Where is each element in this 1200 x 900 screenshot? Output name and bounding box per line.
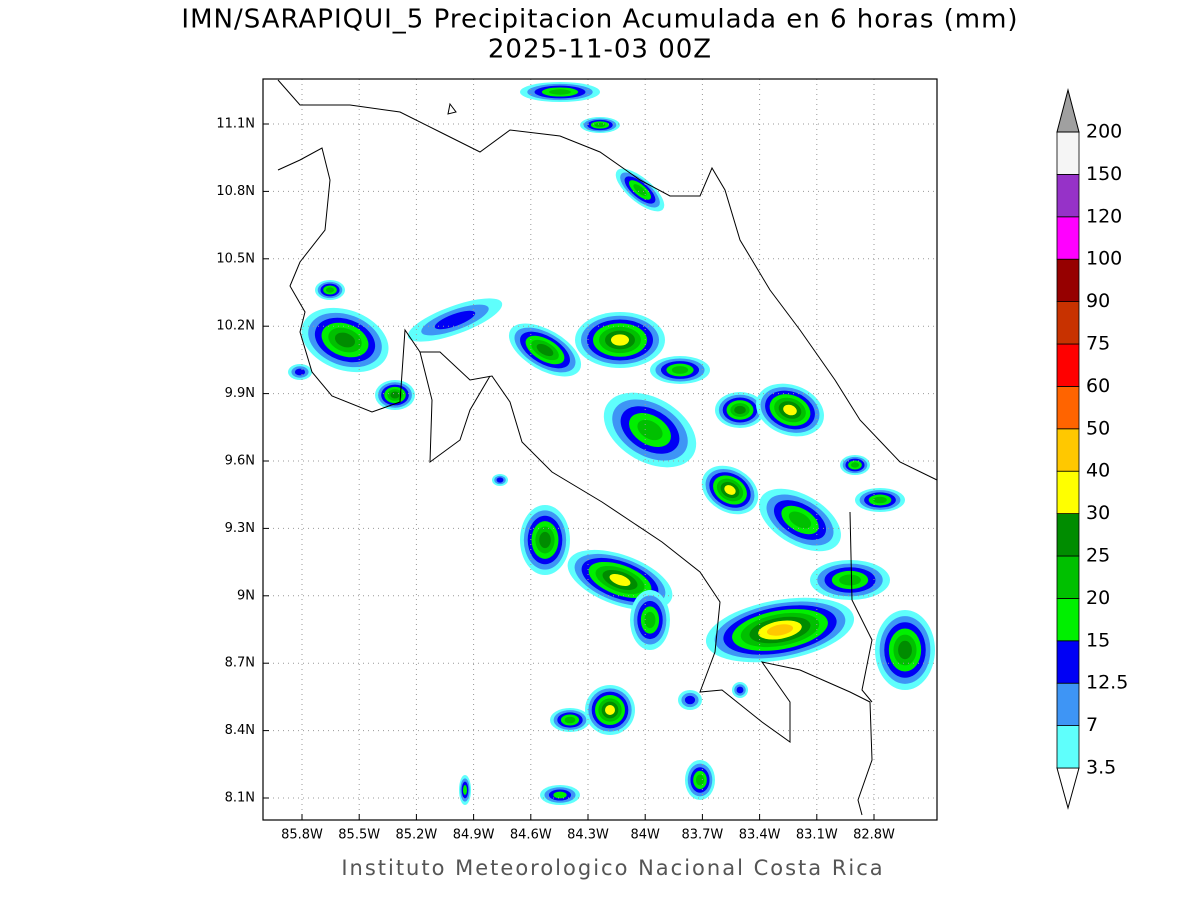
colorbar-label: 12.5 bbox=[1086, 672, 1128, 694]
rain-contour bbox=[605, 705, 615, 715]
y-tick-label: 10.5N bbox=[216, 251, 255, 266]
rain-contour bbox=[633, 184, 647, 196]
rain-contour bbox=[644, 611, 656, 629]
rain-contour bbox=[325, 287, 335, 293]
x-tick-label: 85.2W bbox=[395, 828, 437, 843]
rain-contour bbox=[873, 496, 887, 504]
x-tick-label: 83.7W bbox=[681, 828, 723, 843]
y-tick-label: 9.9N bbox=[225, 386, 255, 401]
colorbar-label: 3.5 bbox=[1086, 757, 1116, 779]
colorbar-box bbox=[1056, 555, 1080, 599]
x-tick-label: 84.6W bbox=[510, 828, 552, 843]
colorbar-box bbox=[1056, 301, 1080, 345]
rain-contour bbox=[839, 574, 861, 586]
rain-contour bbox=[850, 462, 860, 468]
y-tick-label: 10.2N bbox=[216, 319, 255, 334]
coastlines bbox=[277, 79, 938, 816]
x-tick-label: 82.8W bbox=[853, 828, 895, 843]
rain-contour bbox=[390, 391, 400, 399]
rain-contour bbox=[611, 334, 629, 346]
colorbar-box bbox=[1056, 470, 1080, 515]
colorbar-box bbox=[1056, 258, 1080, 303]
colorbar-label: 15 bbox=[1086, 629, 1110, 651]
colorbar-label: 30 bbox=[1086, 502, 1110, 524]
grid bbox=[263, 79, 937, 820]
rain-contour bbox=[334, 332, 356, 348]
colorbar-label: 200 bbox=[1086, 121, 1122, 143]
rain-contour bbox=[549, 89, 571, 95]
colorbar-box bbox=[1056, 173, 1080, 218]
colorbar-label: 50 bbox=[1086, 417, 1110, 439]
y-tick-label: 10.8N bbox=[216, 184, 255, 199]
y-tick-label: 9N bbox=[237, 588, 255, 603]
rain-contour bbox=[734, 405, 746, 415]
rain-contour bbox=[684, 695, 696, 705]
rain-contour bbox=[594, 122, 606, 128]
colorbar-label: 100 bbox=[1086, 248, 1122, 270]
rain-contour bbox=[898, 640, 912, 660]
rain-contour bbox=[724, 485, 736, 495]
colorbar-label: 90 bbox=[1086, 290, 1110, 312]
colorbar-box bbox=[1056, 682, 1080, 727]
x-tick-label: 85.8W bbox=[281, 828, 323, 843]
rain-contour bbox=[536, 343, 554, 357]
colorbar-label: 25 bbox=[1086, 545, 1110, 567]
colorbar-box bbox=[1056, 385, 1080, 430]
x-tick-label: 83.1W bbox=[796, 828, 838, 843]
colorbar-label: 20 bbox=[1086, 587, 1110, 609]
rain-contour bbox=[539, 531, 551, 549]
colorbar-label: 150 bbox=[1086, 163, 1122, 185]
rain-contour bbox=[434, 310, 476, 330]
rain-contour bbox=[788, 511, 812, 529]
rain-contour bbox=[671, 366, 689, 374]
y-tick-label: 8.1N bbox=[225, 791, 255, 806]
colorbar-label: 7 bbox=[1086, 714, 1098, 736]
precipitation-field bbox=[288, 82, 935, 805]
rain-contour bbox=[783, 404, 797, 416]
x-tick-label: 84W bbox=[630, 828, 660, 843]
colorbar-box bbox=[1056, 513, 1080, 557]
colorbar-box bbox=[1056, 343, 1080, 387]
x-tick-label: 84.9W bbox=[453, 828, 495, 843]
subtitle: 2025-11-03 00Z bbox=[488, 35, 712, 65]
colorbar-box bbox=[1056, 216, 1080, 260]
rain-contour bbox=[637, 419, 663, 441]
rain-contour bbox=[553, 791, 567, 799]
x-tick-label: 83.4W bbox=[739, 828, 781, 843]
colorbar-box bbox=[1056, 640, 1080, 684]
y-tick-label: 9.6N bbox=[225, 454, 255, 469]
colorbar-label: 75 bbox=[1086, 333, 1110, 355]
y-tick-label: 8.7N bbox=[225, 656, 255, 671]
rain-contour bbox=[695, 774, 705, 786]
colorbar-label: 60 bbox=[1086, 375, 1110, 397]
colorbar-box bbox=[1056, 428, 1080, 472]
colorbar-box bbox=[1056, 725, 1080, 769]
colorbar-box bbox=[1056, 598, 1080, 642]
rain-contour bbox=[463, 785, 467, 795]
colorbar-label: 120 bbox=[1086, 205, 1122, 227]
x-tick-label: 84.3W bbox=[567, 828, 609, 843]
colorbar-under bbox=[1056, 767, 1080, 810]
title: IMN/SARAPIQUI_5 Precipitacion Acumulada … bbox=[181, 5, 1018, 35]
map-frame bbox=[262, 78, 938, 821]
rain-contour bbox=[564, 716, 576, 724]
colorbar: 3.5 7 12.5 15 20 25 30 40 50 60 75 90 100 120 150 200 bbox=[1056, 88, 1128, 810]
rain-contour bbox=[496, 477, 504, 483]
rain-contour bbox=[294, 368, 306, 376]
rain-contour bbox=[766, 624, 794, 636]
rain-contour bbox=[609, 573, 631, 587]
colorbar-label: 40 bbox=[1086, 460, 1110, 482]
x-tick-label: 85.5W bbox=[338, 828, 380, 843]
footer: Instituto Meteorologico Nacional Costa R… bbox=[341, 856, 884, 880]
y-tick-label: 11.1N bbox=[216, 117, 255, 132]
y-tick-label: 9.3N bbox=[225, 521, 255, 536]
colorbar-over bbox=[1056, 88, 1080, 133]
y-tick-label: 8.4N bbox=[225, 723, 255, 738]
colorbar-box bbox=[1056, 131, 1080, 175]
axis-ticks: 85.8W 85.5W 85.2W 84.9W 84.6W 84.3W 84W 83.7W 83… bbox=[216, 117, 895, 843]
rain-contour bbox=[736, 686, 744, 694]
